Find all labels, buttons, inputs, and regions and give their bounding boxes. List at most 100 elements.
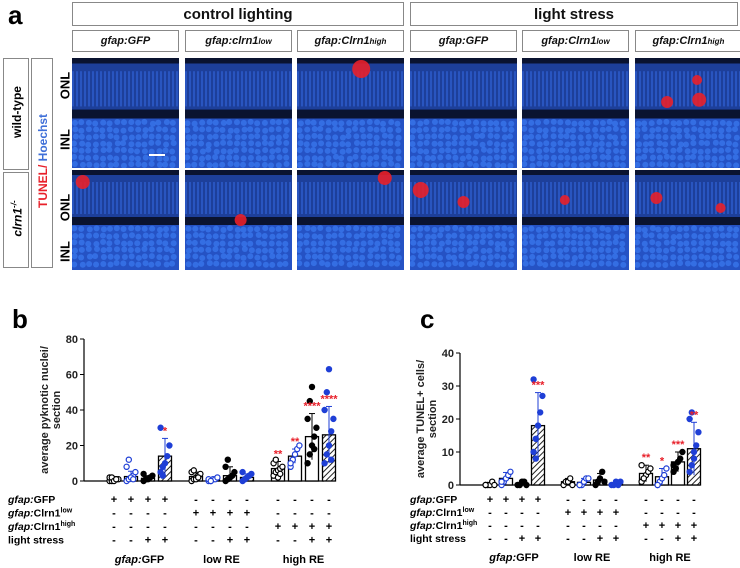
genotype-label-4: gfap:GFP (410, 30, 517, 52)
y-tick-label: 0 (72, 476, 78, 488)
condition-mark: + (292, 521, 298, 533)
condition-mark: - (566, 533, 570, 545)
genotype-label-6: gfap:Clrn1 high (635, 30, 740, 52)
data-point (239, 468, 246, 476)
condition-label: gfap:Clrn1high (409, 520, 477, 532)
condition-mark: - (276, 535, 280, 547)
condition-mark: + (565, 507, 571, 519)
significance-label: *** (672, 439, 686, 451)
condition-mark: + (145, 535, 151, 547)
data-point (142, 476, 149, 483)
tunel-spot (661, 96, 674, 108)
y-tick-label: 40 (442, 348, 454, 360)
layer-label-onl-2: ONL (57, 193, 73, 222)
tunel-spot (650, 192, 663, 204)
y-tick-label: 20 (442, 414, 454, 426)
condition-mark: - (293, 508, 297, 520)
row-box-wildtype: wild-type (3, 58, 29, 170)
data-point (330, 415, 337, 423)
micrograph-r2-c6 (635, 170, 740, 270)
condition-mark: - (566, 520, 570, 532)
condition-mark: - (520, 507, 524, 519)
data-point (617, 478, 624, 485)
condition-mark: + (227, 535, 233, 547)
condition-mark: + (643, 520, 649, 532)
stain-label-box: TUNEL/ Hoechst (31, 58, 53, 268)
data-point (304, 460, 311, 467)
condition-mark: + (519, 533, 525, 545)
condition-mark: - (536, 520, 540, 532)
condition-mark: - (293, 494, 297, 506)
data-point (647, 465, 654, 472)
condition-mark: + (535, 533, 541, 545)
micrograph-r1-c6 (635, 58, 740, 168)
micrograph-r1-c5 (522, 58, 629, 168)
data-point (491, 481, 498, 489)
condition-mark: - (582, 494, 586, 506)
condition-mark: - (598, 520, 602, 532)
condition-mark: + (326, 521, 332, 533)
y-tick-label: 20 (66, 441, 78, 453)
data-point (328, 428, 335, 435)
y-tick-label: 60 (66, 370, 78, 382)
condition-mark: - (129, 521, 133, 533)
data-point (313, 424, 320, 431)
condition-mark: - (194, 535, 198, 547)
tunel-spot (75, 175, 90, 189)
data-point (222, 463, 229, 470)
data-point (690, 448, 698, 456)
condition-mark: + (162, 494, 168, 506)
condition-mark: - (194, 521, 198, 533)
data-point (287, 460, 294, 467)
condition-mark: + (227, 508, 233, 520)
condition-mark: - (327, 508, 331, 520)
y-axis-label: average pyknotic nuclei/section (39, 346, 63, 474)
tunel-spot (352, 60, 371, 78)
condition-mark: - (676, 507, 680, 519)
data-point (688, 461, 695, 469)
condition-mark: - (112, 508, 116, 520)
data-point (157, 424, 164, 431)
data-point (277, 470, 284, 478)
condition-mark: - (536, 507, 540, 519)
stain-label: TUNEL/ Hoechst (36, 113, 50, 209)
condition-mark: + (503, 494, 509, 506)
row-label-wildtype: wild-type (10, 86, 24, 139)
condition-mark: - (504, 533, 508, 545)
micrograph-r2-c5 (522, 170, 629, 270)
tunel-spot (692, 75, 703, 85)
condition-mark: - (598, 494, 602, 506)
condition-mark: - (504, 520, 508, 532)
data-point (190, 467, 197, 474)
data-point (569, 481, 576, 489)
data-point (677, 455, 684, 462)
data-point (272, 456, 279, 463)
condition-mark: + (309, 521, 315, 533)
condition-mark: - (488, 520, 492, 532)
condition-mark: + (193, 508, 199, 520)
condition-mark: + (244, 508, 250, 520)
condition-mark: - (276, 508, 280, 520)
data-point (690, 455, 698, 462)
significance-label: **** (303, 401, 321, 413)
y-axis-label: average TUNEL+ cells/section (415, 360, 439, 478)
condition-label: gfap:Clrn1low (7, 508, 73, 520)
y-tick-label: 0 (448, 480, 454, 492)
condition-mark: - (644, 507, 648, 519)
data-point (530, 448, 537, 456)
condition-mark: + (309, 535, 315, 547)
data-point (194, 474, 202, 481)
condition-label: light stress (410, 533, 466, 545)
condition-mark: + (675, 520, 681, 532)
condition-mark: - (676, 494, 680, 506)
data-point (226, 474, 234, 481)
data-point (306, 397, 313, 405)
condition-mark: - (582, 520, 586, 532)
data-point (123, 463, 130, 470)
y-tick-label: 40 (66, 405, 78, 417)
significance-label: ** (690, 409, 699, 421)
panel-b-letter: b (12, 304, 28, 334)
header-control-lighting: control lighting (72, 2, 404, 26)
group-label: gfap:GFP (114, 554, 165, 566)
